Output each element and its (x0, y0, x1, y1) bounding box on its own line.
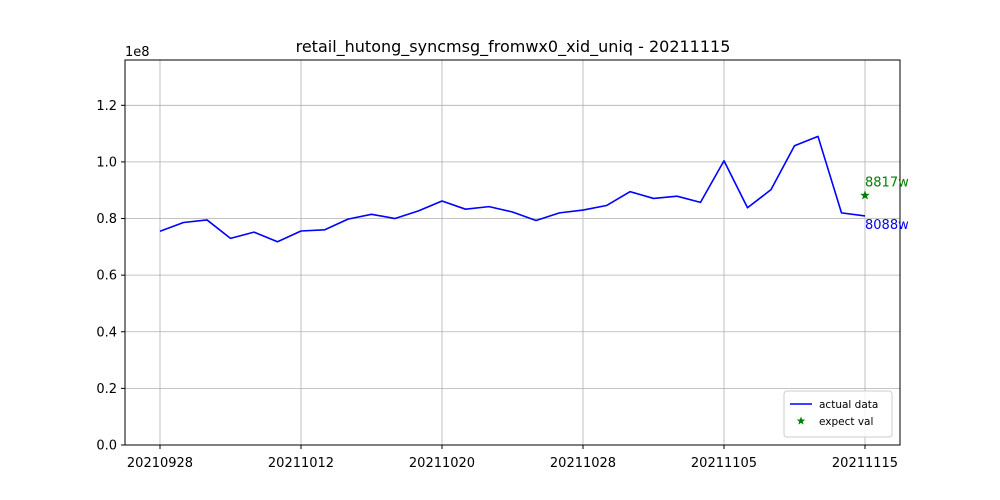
series (159, 135, 870, 243)
x-tick-label: 20211028 (550, 456, 616, 471)
legend-label: actual data (819, 399, 878, 411)
x-tick-label: 20211115 (832, 456, 898, 471)
y-tick-label: 0.6 (96, 269, 117, 284)
y-tick-label: 0.0 (96, 439, 117, 454)
x-tick-label: 20211105 (691, 456, 757, 471)
axes: 0.0 0.2 0.4 0.6 0.8 1.0 1.2 20210928 20211012 202… (96, 59, 901, 471)
x-tick-label: 20210928 (127, 456, 193, 471)
y-tick-label: 0.8 (96, 212, 117, 227)
chart-title: retail_hutong_syncmsg_fromwx0_xid_uniq -… (296, 37, 731, 57)
legend-box (783, 390, 893, 438)
y-tick-label: 1.2 (96, 99, 117, 114)
actual-data-line (159, 135, 866, 243)
x-tick-label: 20211020 (409, 456, 475, 471)
y-axis-offset-label: 1e8 (125, 45, 150, 60)
y-tick-label: 1.0 (96, 155, 117, 170)
annotations: 8817w 8088w (865, 175, 909, 233)
plot-frame (124, 59, 901, 446)
legend-label: expect val (819, 416, 873, 428)
x-tick-label: 20211012 (268, 456, 334, 471)
data-annotation: 8817w (865, 175, 909, 190)
data-annotation: 8088w (865, 218, 909, 233)
expect-value-marker (860, 190, 870, 200)
y-tick-label: 0.4 (96, 325, 117, 340)
y-tick-label: 0.2 (96, 382, 117, 397)
legend: actual data expect val (783, 390, 893, 438)
grid (125, 60, 900, 445)
legend-star-swatch (796, 416, 806, 425)
